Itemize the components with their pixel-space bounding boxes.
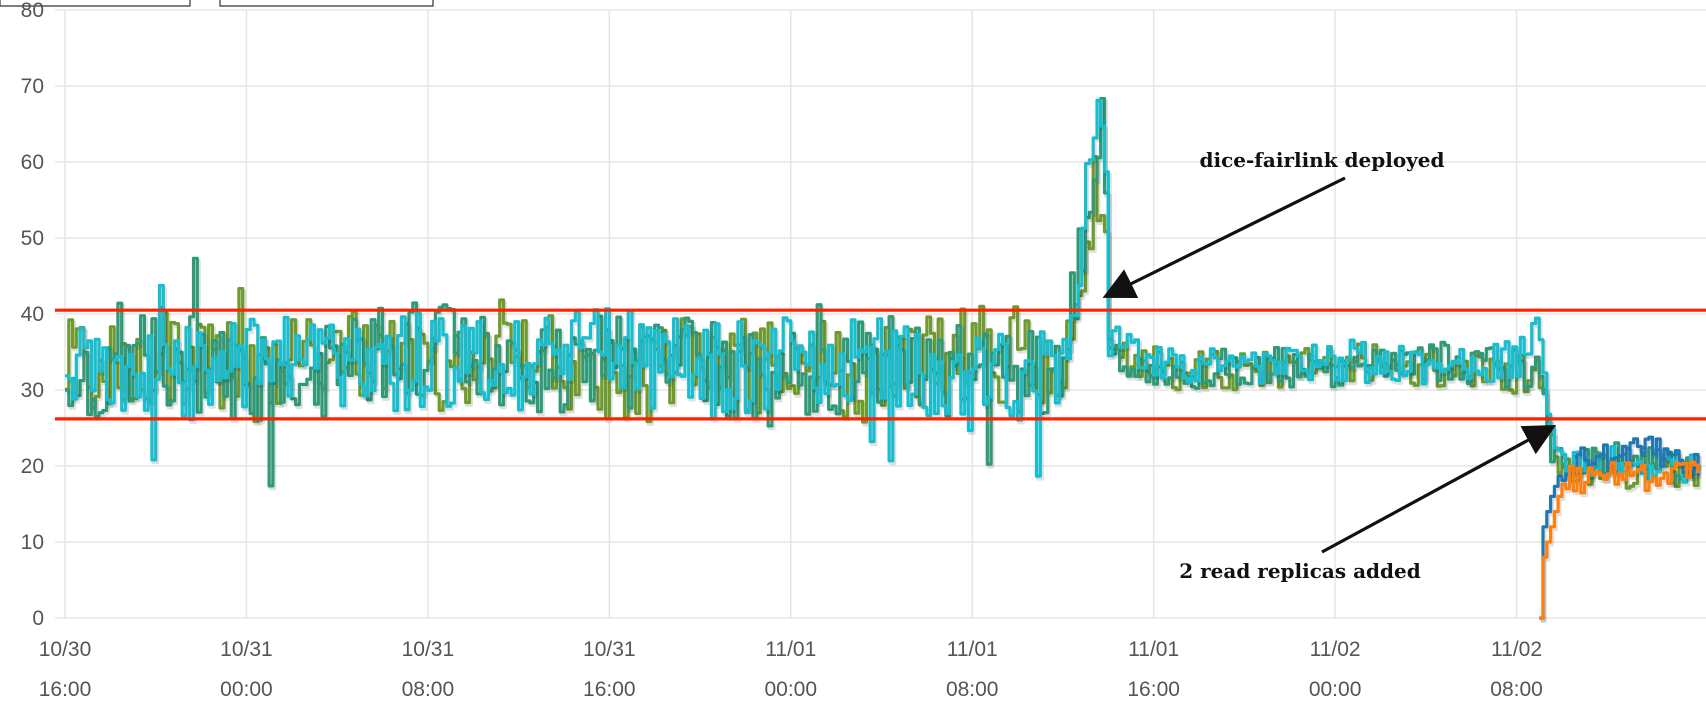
series-layer xyxy=(65,97,1702,623)
x-tick-date: 11/01 xyxy=(1128,638,1179,661)
y-tick-label: 20 xyxy=(21,455,44,478)
x-tick-time: 08:00 xyxy=(1490,678,1543,701)
y-tick-label: 50 xyxy=(21,227,44,250)
reference-lines xyxy=(55,308,1706,421)
y-tick-label: 80 xyxy=(21,0,44,22)
x-tick-time: 00:00 xyxy=(1309,678,1362,701)
y-tick-label: 30 xyxy=(21,379,44,402)
annotation-arrow xyxy=(1102,176,1346,298)
x-tick-date: 11/02 xyxy=(1310,638,1361,661)
series-shadow xyxy=(66,100,1702,487)
annotation-label: dice-fairlink deployed xyxy=(1200,148,1445,172)
series-line-1 xyxy=(65,97,1700,488)
x-tick-time: 00:00 xyxy=(220,678,273,701)
x-tick-date: 11/01 xyxy=(947,638,998,661)
x-tick-time: 08:00 xyxy=(402,678,455,701)
cutoff-control-right xyxy=(219,0,434,7)
y-tick-label: 60 xyxy=(21,151,44,174)
x-tick-date: 11/02 xyxy=(1491,638,1542,661)
y-tick-label: 10 xyxy=(21,531,44,554)
series-line-2 xyxy=(65,98,1700,484)
x-tick-date: 10/30 xyxy=(39,638,92,661)
x-tick-time: 16:00 xyxy=(1127,678,1180,701)
annotation-label: 2 read replicas added xyxy=(1179,559,1421,583)
x-tick-date: 10/31 xyxy=(220,638,273,661)
x-tick-time: 08:00 xyxy=(946,678,999,701)
x-axis-ticks: 10/30 16:00 10/31 00:00 10/31 08:00 10/31 16:00… xyxy=(39,638,1543,701)
x-tick-date: 11/01 xyxy=(765,638,816,661)
x-tick-time: 00:00 xyxy=(764,678,817,701)
series-line-4 xyxy=(1539,460,1700,620)
y-tick-label: 70 xyxy=(21,75,44,98)
y-axis-ticks: 0 10 20 30 40 50 60 70 80 xyxy=(21,0,44,630)
annotation-arrow xyxy=(1321,424,1557,554)
x-tick-time: 16:00 xyxy=(39,678,92,701)
series-line-3 xyxy=(1539,435,1700,620)
series-shadow xyxy=(66,99,1702,491)
grid xyxy=(55,9,1706,619)
x-tick-time: 16:00 xyxy=(583,678,636,701)
annotations: dice-fairlink deployed 2 read replicas ad… xyxy=(1102,148,1557,583)
cutoff-control-left xyxy=(0,0,191,7)
y-tick-label: 40 xyxy=(21,303,44,326)
x-tick-date: 10/31 xyxy=(583,638,636,661)
series-line-0 xyxy=(65,155,1700,490)
x-tick-date: 10/31 xyxy=(402,638,455,661)
y-tick-label: 0 xyxy=(32,607,44,630)
